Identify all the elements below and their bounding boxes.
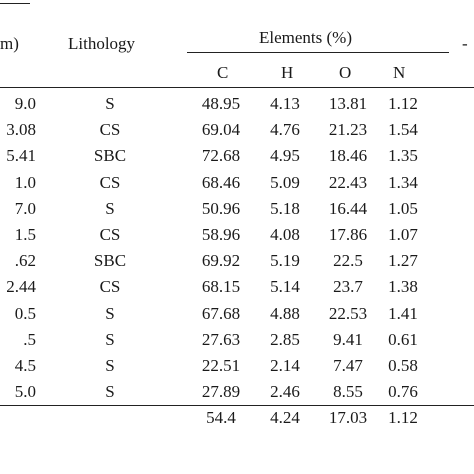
- h-value-cell: 2.85: [270, 329, 300, 349]
- lithology-cell: S: [105, 356, 115, 375]
- n-value-cell: 0.76: [388, 382, 418, 402]
- depth-cell: 4.5: [14, 356, 36, 375]
- top-rule-left: [0, 3, 30, 4]
- depth-cell: 5.41: [6, 146, 36, 166]
- c-value-cell: 22.51: [201, 356, 241, 375]
- n-value-cell: 1.05: [388, 198, 418, 218]
- lithology-cell: CS: [99, 120, 121, 140]
- lithology-cell: CS: [99, 225, 121, 244]
- column-header-o: O: [339, 63, 352, 82]
- elements-group-header: Elements (%): [259, 28, 352, 47]
- right-edge-header-fragment: -: [462, 34, 468, 53]
- c-value-cell: 27.63: [201, 329, 241, 349]
- lithology-header: Lithology: [68, 34, 136, 53]
- c-value-cell: 69.04: [201, 120, 241, 140]
- c-value-cell: 68.46: [201, 172, 241, 192]
- h-value-cell: 5.09: [270, 172, 300, 192]
- c-value-cell: 27.89: [201, 382, 241, 402]
- c-value-cell: 54.4: [206, 408, 236, 428]
- n-value-cell: 1.07: [388, 225, 418, 244]
- c-value-cell: 72.68: [201, 146, 241, 166]
- h-value-cell: 4.08: [270, 225, 300, 244]
- c-value-cell: 68.15: [201, 277, 241, 297]
- o-value-cell: 7.47: [333, 356, 363, 375]
- o-value-cell: 17.03: [328, 408, 368, 428]
- o-value-cell: 22.43: [328, 172, 368, 192]
- lithology-cell: CS: [99, 172, 121, 192]
- o-value-cell: 13.81: [328, 94, 368, 113]
- h-value-cell: 5.19: [270, 251, 300, 271]
- h-value-cell: 4.13: [270, 94, 300, 113]
- lithology-cell: SBC: [93, 146, 127, 166]
- c-value-cell: 58.96: [201, 225, 241, 244]
- elements-group-rule: [187, 52, 449, 53]
- h-value-cell: 5.18: [270, 198, 300, 218]
- header-bottom-rule: [0, 87, 474, 88]
- h-value-cell: 5.14: [270, 277, 300, 297]
- depth-cell: 2.44: [6, 277, 36, 297]
- c-value-cell: 67.68: [201, 303, 241, 323]
- h-value-cell: 2.46: [270, 382, 300, 402]
- o-value-cell: 17.86: [328, 225, 368, 244]
- o-value-cell: 18.46: [328, 146, 368, 166]
- depth-cell: .5: [23, 329, 36, 349]
- column-header-h: H: [281, 63, 294, 82]
- n-value-cell: 1.35: [388, 146, 418, 166]
- n-value-cell: 1.12: [388, 94, 418, 113]
- h-value-cell: 2.14: [270, 356, 300, 375]
- n-value-cell: 1.38: [388, 277, 418, 297]
- lithology-cell: S: [105, 303, 115, 323]
- h-value-cell: 4.76: [270, 120, 300, 140]
- lithology-cell: S: [105, 382, 115, 402]
- c-value-cell: 50.96: [201, 198, 241, 218]
- depth-cell: 7.0: [14, 198, 36, 218]
- depth-cell: 5.0: [14, 382, 36, 402]
- o-value-cell: 22.53: [328, 303, 368, 323]
- o-value-cell: 21.23: [328, 120, 368, 140]
- column-header-n: N: [393, 63, 406, 82]
- h-value-cell: 4.88: [270, 303, 300, 323]
- depth-cell: 1.5: [14, 225, 36, 244]
- lithology-cell: S: [105, 94, 115, 113]
- o-value-cell: 9.41: [333, 329, 363, 349]
- lithology-cell: CS: [99, 277, 121, 297]
- depth-cell: 9.0: [14, 94, 36, 113]
- depth-cell: 0.5: [14, 303, 36, 323]
- c-value-cell: 48.95: [201, 94, 241, 113]
- depth-cell: .62: [14, 251, 36, 271]
- depth-cell: 1.0: [14, 172, 36, 192]
- lithology-cell: S: [105, 198, 115, 218]
- o-value-cell: 8.55: [333, 382, 363, 402]
- n-value-cell: 1.27: [388, 251, 418, 271]
- o-value-cell: 23.7: [333, 277, 363, 297]
- n-value-cell: 0.58: [388, 356, 418, 375]
- c-value-cell: 69.92: [201, 251, 241, 271]
- lithology-cell: SBC: [93, 251, 127, 271]
- n-value-cell: 1.34: [388, 172, 418, 192]
- n-value-cell: 1.54: [388, 120, 418, 140]
- depth-header: m): [0, 34, 19, 53]
- h-value-cell: 4.95: [270, 146, 300, 166]
- n-value-cell: 1.12: [388, 408, 418, 428]
- lithology-cell: S: [105, 329, 115, 349]
- n-value-cell: 0.61: [388, 329, 418, 349]
- depth-cell: 3.08: [6, 120, 36, 140]
- h-value-cell: 4.24: [270, 408, 300, 428]
- n-value-cell: 1.41: [388, 303, 418, 323]
- column-header-c: C: [217, 63, 229, 82]
- o-value-cell: 22.5: [333, 251, 363, 271]
- o-value-cell: 16.44: [328, 198, 368, 218]
- summary-rule: [0, 405, 474, 407]
